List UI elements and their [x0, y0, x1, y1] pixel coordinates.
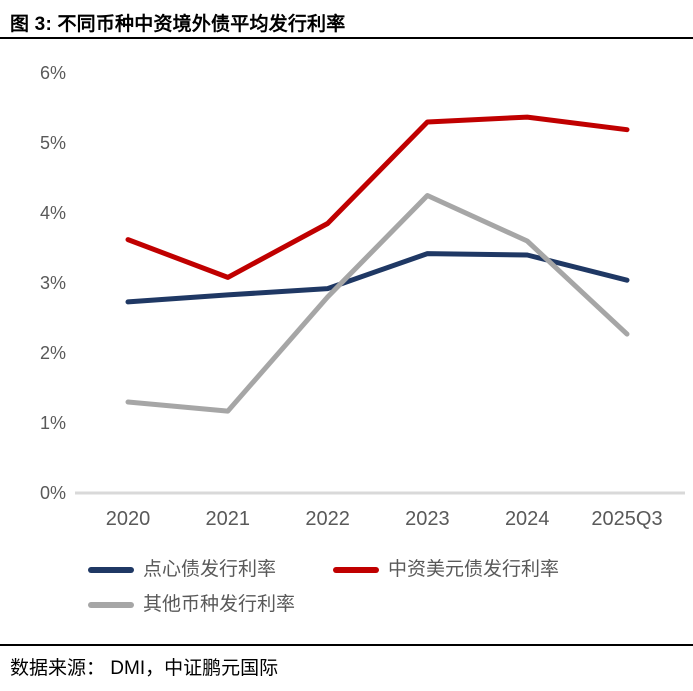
x-tick-label: 2025Q3	[591, 508, 663, 530]
y-tick-label: 5%	[39, 133, 66, 153]
legend-line-marker	[333, 567, 379, 573]
legend-item: 点心债发行利率	[88, 558, 276, 582]
legend-line-marker	[88, 567, 134, 573]
x-tick-label: 2024	[504, 508, 550, 530]
title-divider-line	[0, 37, 693, 39]
x-tick-label: 2020	[105, 508, 151, 530]
series-line-0	[125, 251, 630, 305]
legend-line-marker	[88, 602, 134, 608]
y-tick-label: 0%	[39, 483, 66, 503]
x-tick-label: 2022	[305, 508, 350, 530]
chart-title: 图 3: 不同币种中资境外债平均发行利率	[10, 14, 346, 35]
legend-label: 点心债发行利率	[143, 559, 277, 580]
y-tick-label: 1%	[39, 413, 66, 433]
footer-divider-line	[0, 644, 693, 646]
legend-label: 其他币种发行利率	[143, 594, 296, 615]
legend-item: 其他币种发行利率	[88, 593, 295, 617]
series-line-2	[125, 193, 630, 414]
y-tick-label: 4%	[39, 203, 66, 223]
y-tick-label: 3%	[39, 273, 66, 293]
y-tick-label: 6%	[39, 63, 66, 83]
data-source-label: 数据来源： DMI，中证鹏元国际	[10, 658, 279, 679]
legend-item: 中资美元债发行利率	[333, 558, 559, 582]
x-tick-label: 2023	[405, 508, 450, 530]
legend-label: 中资美元债发行利率	[388, 559, 560, 580]
y-tick-label: 2%	[39, 343, 66, 363]
series-line-1	[125, 114, 630, 280]
x-tick-label: 2021	[205, 508, 251, 530]
chart-series-group	[125, 114, 630, 414]
